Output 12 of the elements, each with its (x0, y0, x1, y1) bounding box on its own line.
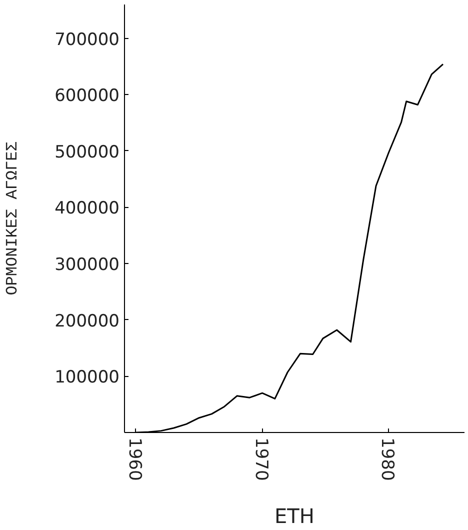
y-tick-label: 700000 (54, 30, 120, 50)
y-tick-label: 200000 (54, 311, 120, 332)
y-axis-title: ΟΡΜΟΝΙΚΕΣ ΑΓΩΓΕΣ (4, 141, 22, 296)
y-tick-label: 100000 (54, 368, 120, 388)
y-tick-label: 400000 (54, 198, 120, 219)
x-tick-label: 1970 (250, 438, 271, 481)
y-tick-label: 500000 (54, 142, 120, 162)
x-tick-label: 1960 (124, 438, 144, 481)
y-tick-label: 600000 (54, 86, 120, 106)
y-tick-label: 300000 (54, 255, 120, 276)
x-axis-title: ETH (274, 504, 314, 528)
x-tick-label: 1980 (377, 438, 398, 481)
